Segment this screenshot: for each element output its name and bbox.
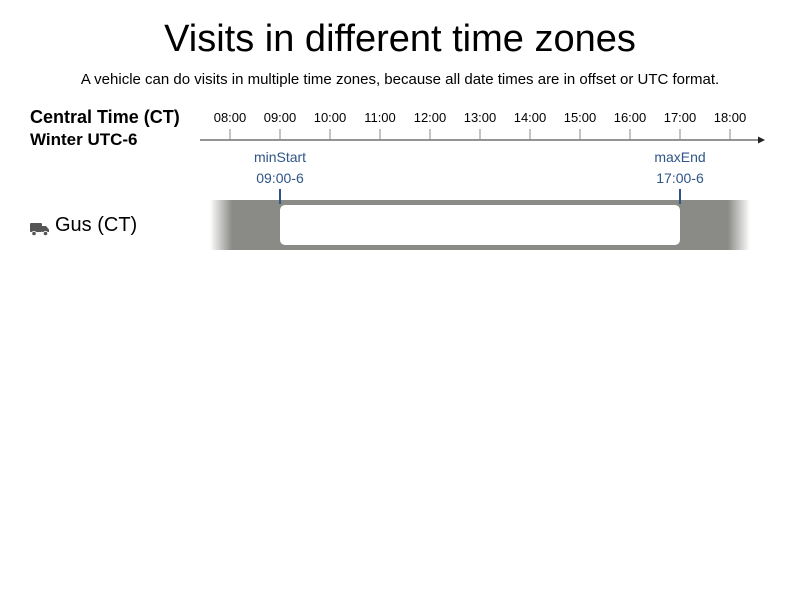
axis-tick-label: 13:00 [464, 110, 497, 125]
truck-icon [30, 219, 50, 236]
marker-value: 09:00-6 [256, 170, 304, 186]
axis-tick-label: 11:00 [364, 110, 396, 125]
page-subtitle: A vehicle can do visits in multiple time… [80, 71, 720, 88]
axis-tick-label: 12:00 [414, 110, 447, 125]
marker-value: 17:00-6 [656, 170, 704, 186]
vehicle-name: Gus (CT) [55, 214, 138, 236]
vehicle-shift-window [280, 205, 680, 245]
axis-tick-label: 18:00 [714, 110, 747, 125]
timezone-name: Central Time (CT) [30, 107, 180, 127]
bar-fade-left [210, 200, 232, 250]
timezone-offset: Winter UTC-6 [30, 130, 138, 149]
axis-tick-label: 08:00 [214, 110, 247, 125]
page-title: Visits in different time zones [164, 18, 636, 60]
axis-tick-label: 15:00 [564, 110, 597, 125]
marker-label: maxEnd [654, 149, 705, 165]
vehicle-row-label: Gus (CT) [30, 214, 137, 237]
marker-label: minStart [254, 149, 306, 165]
axis-tick-label: 14:00 [514, 110, 547, 125]
axis-tick-label: 17:00 [664, 110, 697, 125]
axis-tick-label: 09:00 [264, 110, 297, 125]
time-axis-arrow [758, 136, 765, 144]
bar-fade-right [728, 200, 750, 250]
axis-tick-label: 10:00 [314, 110, 347, 125]
axis-tick-label: 16:00 [614, 110, 647, 125]
